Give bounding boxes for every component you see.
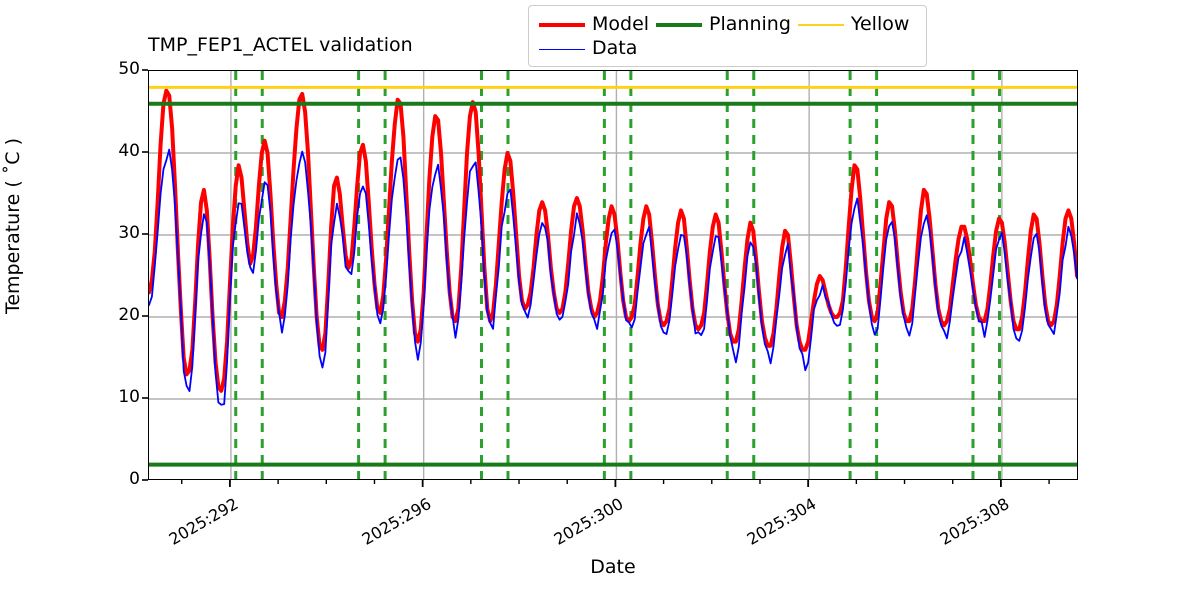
y-axis-label: Temperature ( ˚C )	[2, 137, 24, 315]
y-tick-label: 0	[129, 469, 140, 489]
legend-label-data: Data	[592, 37, 638, 59]
legend-label-yellow: Yellow	[850, 13, 910, 35]
legend-row: Data	[539, 36, 916, 60]
x-axis-tick-labels: 2025:292 2025:296 2025:300 2025:304 2025:308	[0, 488, 1200, 558]
legend-swatch-data	[539, 36, 592, 60]
y-tick-label: 20	[118, 305, 140, 325]
legend-line-icon	[797, 24, 844, 26]
x-axis-label: Date	[590, 556, 636, 578]
y-tick-label: 40	[118, 141, 140, 161]
chart-legend[interactable]: Model Planning Yellow Data	[528, 5, 928, 67]
series-line-model	[149, 88, 1077, 393]
plot-clip	[149, 71, 1077, 479]
legend-line-icon	[539, 48, 585, 50]
x-tick-label: 2025:304	[743, 494, 820, 549]
legend-swatch-planning	[656, 12, 709, 36]
x-tick-label: 2025:292	[165, 494, 242, 549]
series-line-data	[149, 148, 1077, 406]
y-tick-label: 30	[118, 223, 140, 243]
y-axis-tick-labels: 0 10 20 30 40 50	[92, 61, 140, 488]
legend-row: Model Planning Yellow	[539, 12, 916, 36]
legend-table: Model Planning Yellow Data	[539, 12, 916, 60]
chart-title: TMP_FEP1_ACTEL validation	[148, 34, 413, 56]
x-tick-label: 2025:308	[936, 494, 1013, 549]
chart-canvas	[149, 71, 1077, 479]
legend-label-model: Model	[592, 13, 650, 35]
legend-swatch-yellow	[797, 12, 851, 36]
legend-line-icon	[539, 23, 585, 27]
legend-swatch-model	[539, 12, 592, 36]
legend-line-icon	[656, 23, 703, 27]
y-tick-label: 50	[118, 59, 140, 79]
legend-label-planning: Planning	[709, 13, 791, 35]
plot-area	[148, 70, 1078, 480]
x-tick-label: 2025:296	[358, 494, 435, 549]
y-tick-label: 10	[118, 387, 140, 407]
x-tick-label: 2025:300	[551, 494, 627, 549]
